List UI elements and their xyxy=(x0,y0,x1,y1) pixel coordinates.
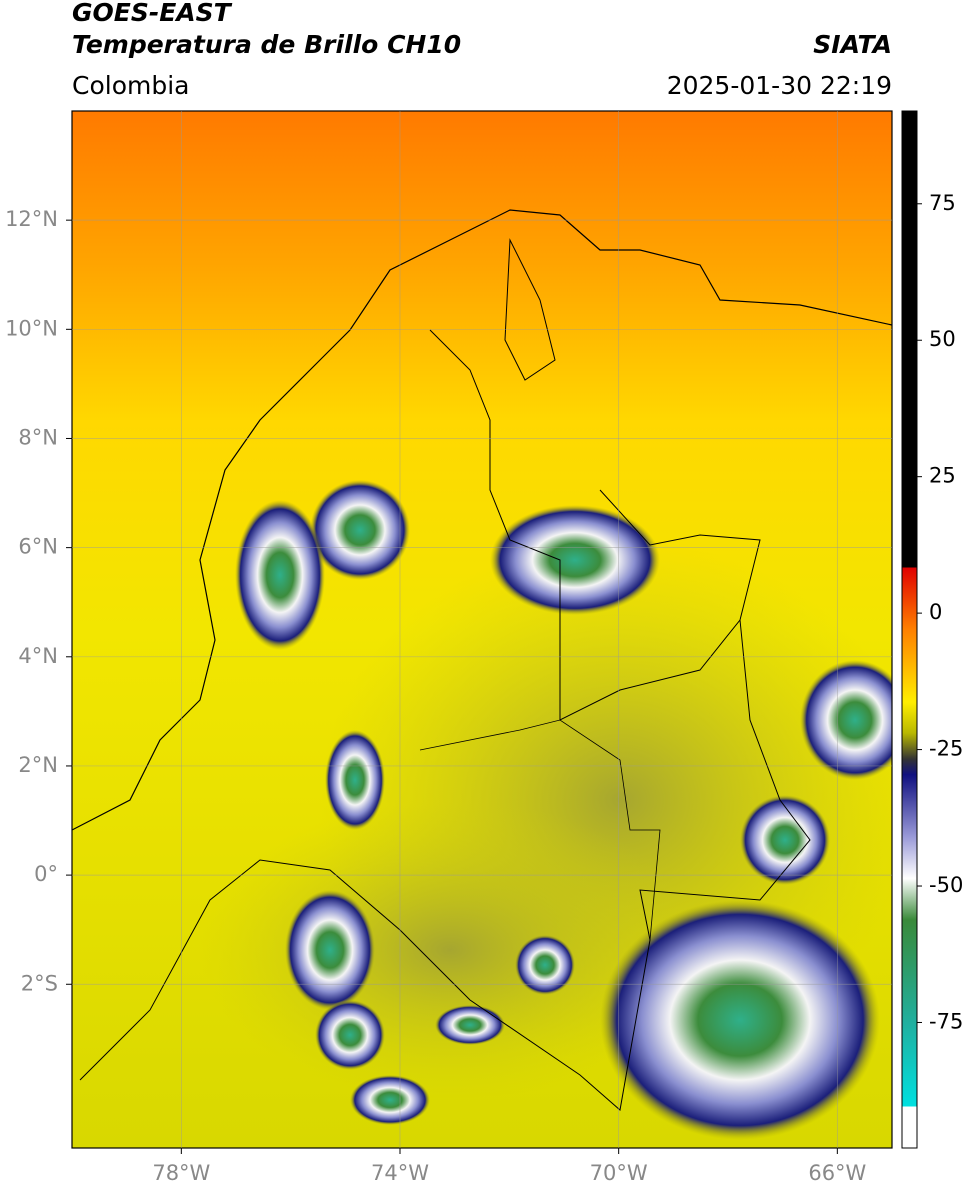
colorbar-tick-label: -75 xyxy=(929,1009,963,1033)
subtitle: Temperatura de Brillo CH10 xyxy=(72,30,461,59)
colorbar xyxy=(901,110,918,1149)
x-tick-label: 66°W xyxy=(808,1161,866,1185)
y-tick-label: 8°N xyxy=(18,425,58,449)
colorbar-tick-label: 25 xyxy=(929,464,956,488)
colorbar-tick-label: 75 xyxy=(929,191,956,215)
map-frame xyxy=(71,110,893,1149)
y-tick-label: 4°N xyxy=(18,644,58,668)
source: SIATA xyxy=(813,30,892,59)
map-image xyxy=(72,111,892,1148)
axes: 78°W 74°W 70°W 66°W 12°N 10°N 8°N 6°N 4°N 2°N 0° 2°… xyxy=(5,111,963,1185)
colorbar-tick-label: -25 xyxy=(929,737,963,761)
colorbar-tick-label: 0 xyxy=(929,600,942,624)
y-tick-label: 2°N xyxy=(18,753,58,777)
y-tick-label: 0° xyxy=(34,862,58,886)
x-tick-label: 70°W xyxy=(590,1161,648,1185)
datetime: 2025-01-30 22:19 xyxy=(667,71,892,100)
region: Colombia xyxy=(72,71,189,100)
x-tick-label: 78°W xyxy=(152,1161,210,1185)
x-tick-label: 74°W xyxy=(371,1161,429,1185)
colorbar-tick-label: -50 xyxy=(929,873,963,897)
title: GOES-EAST xyxy=(72,0,233,27)
y-tick-label: 10°N xyxy=(5,316,58,340)
colorbar-tick-label: 50 xyxy=(929,327,956,351)
y-tick-label: 12°N xyxy=(5,207,58,231)
y-tick-label: 6°N xyxy=(18,535,58,559)
y-tick-label: 2°S xyxy=(21,971,58,995)
